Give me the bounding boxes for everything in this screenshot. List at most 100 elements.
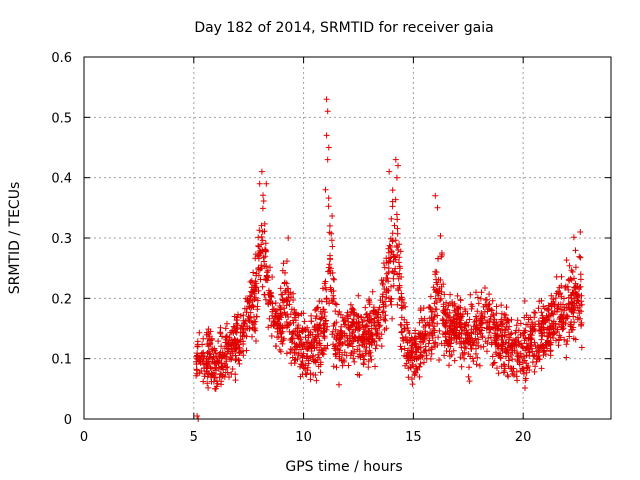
data-point bbox=[411, 335, 418, 342]
data-point bbox=[283, 302, 290, 309]
data-point bbox=[409, 361, 416, 368]
data-point bbox=[415, 355, 422, 361]
data-point bbox=[261, 246, 268, 253]
data-point bbox=[448, 351, 455, 358]
chart-title: Day 182 of 2014, SRMTID for receiver gai… bbox=[194, 20, 493, 36]
data-point bbox=[284, 258, 290, 265]
data-point bbox=[258, 241, 265, 248]
data-point bbox=[416, 364, 423, 370]
data-point bbox=[572, 264, 579, 271]
data-point bbox=[465, 373, 472, 380]
data-point bbox=[536, 298, 543, 305]
data-point bbox=[299, 371, 306, 378]
data-point bbox=[422, 330, 429, 337]
data-point bbox=[240, 312, 247, 319]
data-point bbox=[426, 304, 433, 311]
data-point bbox=[411, 356, 418, 363]
data-point bbox=[200, 378, 207, 385]
data-point bbox=[570, 234, 577, 241]
data-point bbox=[484, 348, 490, 355]
data-point bbox=[232, 328, 239, 335]
data-point bbox=[416, 319, 423, 326]
data-point bbox=[216, 374, 223, 381]
data-point bbox=[438, 340, 445, 347]
data-point bbox=[454, 319, 461, 326]
data-point bbox=[370, 304, 377, 311]
data-point bbox=[389, 187, 396, 194]
data-point bbox=[292, 343, 299, 350]
data-point bbox=[347, 301, 354, 308]
data-point bbox=[446, 325, 453, 332]
data-point bbox=[277, 330, 284, 337]
x-tick-label: 5 bbox=[190, 430, 198, 445]
data-point bbox=[434, 320, 441, 327]
data-point bbox=[329, 269, 336, 276]
data-point bbox=[205, 331, 212, 337]
data-point bbox=[577, 271, 584, 278]
data-point bbox=[350, 355, 357, 362]
data-point bbox=[292, 311, 299, 318]
data-point bbox=[383, 259, 390, 266]
data-point bbox=[494, 365, 500, 372]
data-point bbox=[391, 253, 398, 260]
data-point bbox=[329, 243, 336, 250]
data-point bbox=[521, 327, 528, 334]
data-point bbox=[395, 259, 402, 266]
data-point bbox=[400, 337, 407, 344]
data-point bbox=[568, 305, 575, 312]
x-tick-label: 0 bbox=[80, 430, 88, 445]
data-point bbox=[577, 229, 584, 235]
data-point bbox=[561, 295, 567, 302]
data-point bbox=[246, 316, 252, 323]
data-point bbox=[572, 336, 579, 343]
data-point bbox=[491, 359, 498, 366]
data-point bbox=[260, 254, 267, 261]
data-point bbox=[578, 298, 585, 305]
data-point bbox=[495, 370, 502, 377]
data-point bbox=[441, 321, 448, 328]
data-point bbox=[349, 321, 356, 328]
data-point bbox=[433, 269, 440, 276]
data-point bbox=[270, 318, 277, 324]
data-point bbox=[366, 318, 373, 325]
data-point bbox=[274, 314, 281, 321]
data-point bbox=[390, 258, 397, 265]
data-point bbox=[219, 373, 226, 380]
data-point bbox=[232, 377, 239, 384]
data-point bbox=[295, 335, 302, 342]
data-point bbox=[324, 108, 331, 115]
data-point bbox=[402, 303, 409, 310]
data-point bbox=[226, 374, 232, 381]
data-point bbox=[328, 237, 335, 244]
data-point bbox=[472, 335, 479, 342]
data-point bbox=[394, 225, 401, 232]
data-point bbox=[203, 368, 210, 374]
data-point bbox=[355, 323, 362, 330]
data-point bbox=[568, 276, 575, 283]
data-point bbox=[408, 334, 415, 341]
data-point bbox=[236, 349, 243, 356]
data-point bbox=[307, 370, 314, 377]
data-point bbox=[269, 300, 276, 307]
data-point bbox=[345, 362, 352, 369]
data-point bbox=[561, 304, 568, 311]
data-point bbox=[255, 242, 262, 249]
data-point bbox=[390, 275, 397, 282]
data-point bbox=[446, 348, 453, 355]
data-point bbox=[482, 285, 488, 291]
data-point bbox=[224, 364, 231, 370]
data-point bbox=[440, 301, 447, 308]
data-point bbox=[261, 291, 268, 298]
data-point bbox=[452, 309, 459, 315]
data-point bbox=[349, 343, 356, 350]
data-point bbox=[326, 222, 333, 229]
data-point bbox=[230, 340, 237, 347]
data-point bbox=[297, 363, 303, 370]
data-point bbox=[475, 300, 482, 307]
data-point bbox=[461, 327, 468, 334]
data-point bbox=[478, 289, 485, 296]
data-point bbox=[578, 292, 585, 299]
data-point bbox=[417, 360, 424, 367]
data-point bbox=[403, 360, 410, 367]
data-point bbox=[461, 344, 468, 350]
